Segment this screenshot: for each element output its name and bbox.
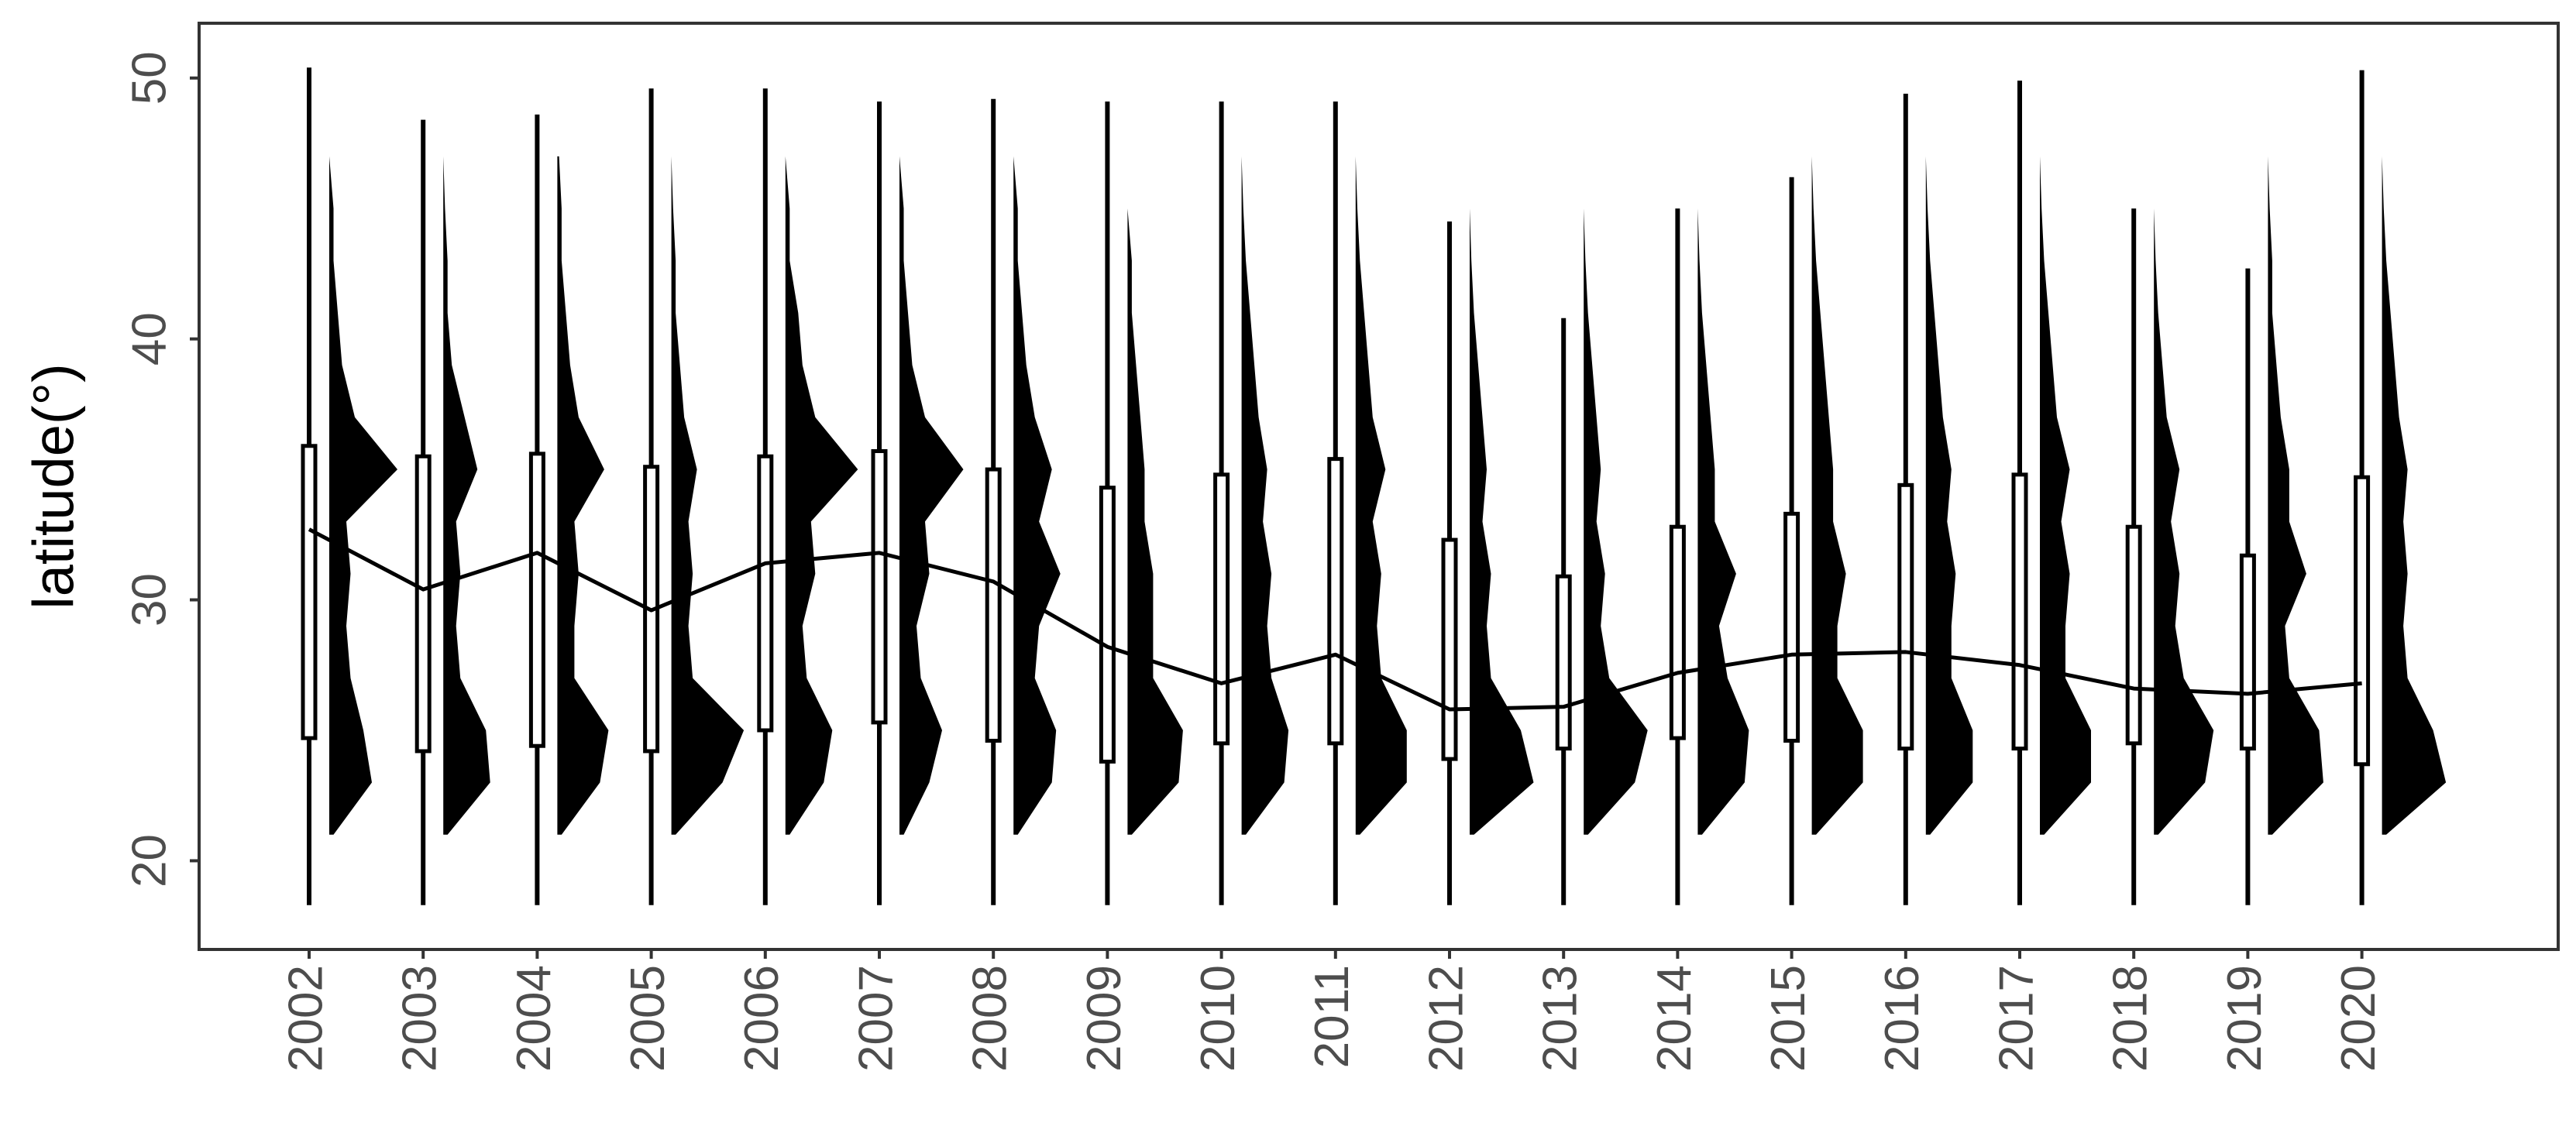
density	[1811, 156, 1863, 835]
x-tick-label: 2007	[849, 965, 903, 1072]
density	[2154, 156, 2214, 835]
box	[1099, 486, 1116, 764]
box	[2239, 553, 2256, 751]
density	[443, 156, 490, 835]
x-tick-label: 2013	[1534, 965, 1587, 1072]
box	[1213, 472, 1230, 746]
density	[1013, 156, 1061, 835]
box	[1897, 482, 1914, 751]
trend-line	[308, 527, 2362, 712]
box	[2011, 472, 2028, 751]
x-tick-label: 2009	[1078, 965, 1131, 1072]
density	[329, 156, 397, 835]
y-tick-label: 40	[122, 312, 176, 366]
density	[785, 156, 858, 835]
x-tick-label: 2003	[394, 965, 447, 1072]
x-tick-label: 2017	[1990, 965, 2043, 1072]
box	[985, 467, 1002, 743]
x-tick-label: 2016	[1876, 965, 1929, 1072]
y-tick-label: 20	[122, 834, 176, 888]
plot-frame	[198, 22, 2560, 951]
box	[1441, 537, 1458, 761]
density	[1127, 156, 1183, 835]
density	[671, 156, 745, 835]
x-tick-label: 2005	[621, 965, 675, 1072]
box	[1783, 511, 1800, 743]
density	[899, 156, 964, 835]
x-tick-label: 2006	[735, 965, 789, 1072]
x-tick-label: 2012	[1419, 965, 1473, 1072]
box	[528, 451, 545, 748]
box	[871, 449, 888, 725]
box	[2354, 475, 2371, 767]
x-tick-label: 2019	[2218, 965, 2272, 1072]
box	[1327, 457, 1344, 746]
box	[757, 454, 774, 733]
box	[414, 454, 432, 754]
y-axis-label: latitude(°)	[22, 363, 86, 609]
density	[1355, 156, 1407, 835]
density	[557, 156, 609, 835]
x-tick-label: 2014	[1648, 965, 1701, 1072]
density	[1925, 156, 1973, 835]
box	[1669, 524, 1686, 740]
x-tick-label: 2008	[964, 965, 1017, 1072]
x-tick-label: 2002	[279, 965, 332, 1072]
y-tick-label: 50	[122, 51, 176, 105]
x-tick-label: 2010	[1192, 965, 1245, 1072]
y-tick-label: 30	[122, 573, 176, 627]
box	[2125, 524, 2142, 746]
density	[1584, 156, 1648, 835]
density	[2040, 156, 2091, 835]
x-tick-label: 2018	[2104, 965, 2158, 1072]
x-tick-label: 2015	[1762, 965, 1815, 1072]
density	[1697, 156, 1749, 835]
box	[1555, 574, 1572, 751]
box	[301, 444, 318, 740]
density	[1470, 156, 1534, 835]
x-tick-label: 2011	[1305, 965, 1359, 1068]
x-tick-label: 2004	[507, 965, 561, 1072]
density	[2268, 156, 2323, 835]
density	[1241, 156, 1289, 835]
x-tick-label: 2020	[2332, 965, 2385, 1072]
density	[2382, 156, 2447, 835]
